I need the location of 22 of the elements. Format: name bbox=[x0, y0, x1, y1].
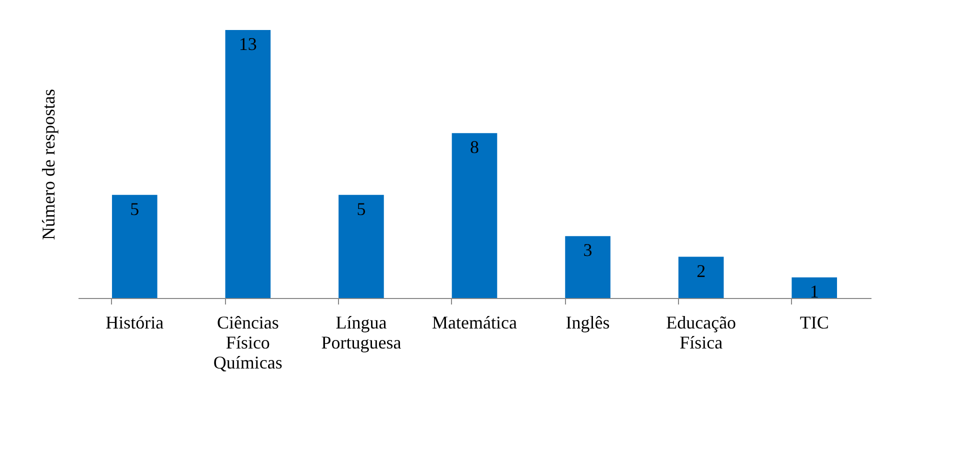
x-tick-label: História bbox=[106, 312, 164, 332]
y-axis-title: Número de respostas bbox=[38, 89, 58, 240]
data-label: 2 bbox=[696, 260, 706, 281]
x-tick-label: TIC bbox=[800, 312, 829, 332]
bar bbox=[678, 256, 724, 298]
bar bbox=[792, 277, 838, 298]
bar bbox=[225, 30, 271, 298]
bar bbox=[338, 194, 384, 298]
x-tick-label: Ciências Físico Químicas bbox=[213, 312, 282, 372]
x-tick-label: Inglês bbox=[566, 312, 610, 332]
data-label: 1 bbox=[810, 281, 819, 302]
data-label: 13 bbox=[238, 34, 257, 54]
bar bbox=[112, 194, 158, 298]
data-label: 5 bbox=[130, 198, 140, 219]
x-tick-label: Matemática bbox=[432, 312, 517, 332]
bar bbox=[565, 236, 610, 298]
data-label: 8 bbox=[470, 137, 479, 158]
x-tick-label: Educação Física bbox=[666, 312, 736, 352]
x-tick-label: Língua Portuguesa bbox=[321, 312, 402, 352]
data-label: 5 bbox=[356, 198, 366, 219]
data-label: 3 bbox=[583, 240, 592, 260]
bar bbox=[452, 133, 498, 298]
